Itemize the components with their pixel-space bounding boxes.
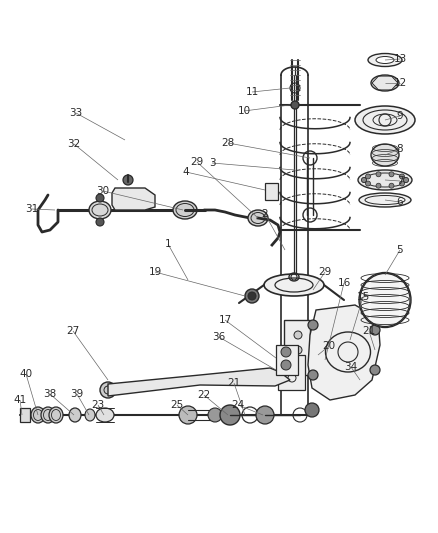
Circle shape: [307, 320, 317, 330]
Ellipse shape: [354, 106, 414, 134]
Circle shape: [290, 101, 298, 109]
Ellipse shape: [247, 210, 267, 226]
Circle shape: [365, 174, 370, 179]
Circle shape: [365, 181, 370, 186]
Text: 34: 34: [343, 362, 357, 372]
Circle shape: [375, 172, 380, 177]
Circle shape: [179, 406, 197, 424]
Ellipse shape: [85, 409, 95, 421]
Text: 32: 32: [67, 139, 81, 149]
Text: 38: 38: [43, 389, 57, 399]
Text: 19: 19: [148, 267, 161, 277]
Text: 29: 29: [318, 267, 331, 277]
Text: 41: 41: [13, 395, 27, 405]
Text: 24: 24: [231, 400, 244, 410]
Circle shape: [375, 183, 380, 188]
Circle shape: [293, 331, 301, 339]
Ellipse shape: [41, 407, 55, 423]
Text: 15: 15: [356, 292, 369, 302]
Ellipse shape: [69, 408, 81, 422]
Ellipse shape: [96, 408, 114, 422]
Circle shape: [360, 177, 366, 182]
Circle shape: [369, 325, 379, 335]
Ellipse shape: [375, 56, 393, 63]
Text: 2: 2: [261, 209, 268, 219]
Circle shape: [208, 408, 222, 422]
Circle shape: [293, 361, 301, 369]
Text: 20: 20: [321, 341, 335, 351]
Text: 6: 6: [396, 197, 403, 207]
Text: 33: 33: [69, 108, 82, 118]
Text: 12: 12: [392, 78, 406, 88]
Ellipse shape: [357, 170, 411, 190]
Ellipse shape: [370, 75, 398, 91]
Text: 9: 9: [396, 111, 403, 121]
Text: 11: 11: [245, 87, 258, 97]
Circle shape: [399, 181, 403, 186]
Text: 40: 40: [19, 369, 32, 379]
Circle shape: [403, 177, 408, 182]
Polygon shape: [276, 345, 297, 375]
Ellipse shape: [89, 201, 111, 219]
Circle shape: [403, 177, 408, 182]
Ellipse shape: [31, 407, 45, 423]
Polygon shape: [277, 355, 304, 390]
Circle shape: [280, 347, 290, 357]
Circle shape: [219, 405, 240, 425]
Polygon shape: [112, 188, 155, 210]
Circle shape: [293, 346, 301, 354]
Circle shape: [123, 175, 133, 185]
Text: 39: 39: [70, 389, 83, 399]
Text: 25: 25: [170, 400, 183, 410]
Polygon shape: [20, 408, 30, 422]
Text: 16: 16: [337, 278, 350, 288]
Text: 5: 5: [396, 245, 403, 255]
Polygon shape: [265, 183, 277, 200]
Text: 22: 22: [197, 390, 210, 400]
Ellipse shape: [358, 193, 410, 207]
Circle shape: [280, 360, 290, 370]
Circle shape: [360, 177, 366, 182]
Circle shape: [100, 382, 116, 398]
Text: 21: 21: [227, 378, 240, 388]
Circle shape: [255, 406, 273, 424]
Ellipse shape: [263, 274, 323, 296]
Text: 8: 8: [396, 144, 403, 154]
Circle shape: [96, 194, 104, 202]
Circle shape: [304, 403, 318, 417]
Circle shape: [369, 365, 379, 375]
Ellipse shape: [367, 53, 401, 67]
Text: 21: 21: [361, 326, 375, 336]
Text: 17: 17: [218, 315, 231, 325]
Polygon shape: [283, 320, 309, 375]
Circle shape: [96, 218, 104, 226]
Circle shape: [399, 174, 403, 179]
Ellipse shape: [358, 272, 410, 327]
Text: 3: 3: [208, 158, 215, 168]
Ellipse shape: [370, 144, 398, 166]
Ellipse shape: [173, 201, 197, 219]
Text: 36: 36: [212, 332, 225, 342]
Text: 27: 27: [66, 326, 79, 336]
Ellipse shape: [49, 407, 63, 423]
Text: 7: 7: [396, 176, 403, 186]
Text: 30: 30: [96, 186, 110, 196]
Circle shape: [388, 172, 393, 177]
Polygon shape: [307, 305, 379, 400]
Text: 31: 31: [25, 204, 39, 214]
Circle shape: [388, 183, 393, 188]
Text: 13: 13: [392, 54, 406, 64]
Text: 28: 28: [221, 138, 234, 148]
Text: 4: 4: [182, 167, 189, 177]
Text: 1: 1: [164, 239, 171, 249]
Text: 23: 23: [91, 400, 104, 410]
Circle shape: [244, 289, 258, 303]
Text: 29: 29: [190, 157, 203, 167]
Circle shape: [247, 292, 255, 300]
Text: 10: 10: [237, 106, 250, 116]
Circle shape: [307, 370, 317, 380]
Polygon shape: [108, 368, 290, 396]
